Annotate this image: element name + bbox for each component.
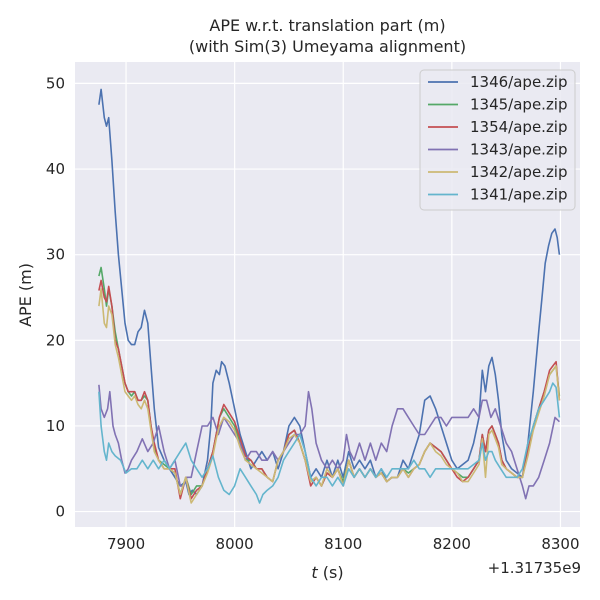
x-tick-label: 8200 xyxy=(433,535,471,553)
y-tick-label: 30 xyxy=(46,246,65,264)
y-tick-label: 20 xyxy=(46,331,65,349)
x-axis-label-symbol: t xyxy=(311,563,318,582)
series-line-5 xyxy=(98,288,561,504)
legend-label: 1354/ape.zip xyxy=(470,118,568,136)
axis-ticks: 7900 8000 8100 8200 8300 0 10 20 30 40 50 xyxy=(46,74,580,553)
y-tick-label: 50 xyxy=(46,74,65,92)
chart-title-line1: APE w.r.t. translation part (m) xyxy=(209,16,445,35)
legend-label: 1345/ape.zip xyxy=(470,96,568,114)
series-lines xyxy=(98,88,561,504)
y-tick-label: 0 xyxy=(55,503,65,521)
x-offset-label: +1.31735e9 xyxy=(488,559,581,577)
series-line-6 xyxy=(98,382,561,504)
chart-title-line2: (with Sim(3) Umeyama alignment) xyxy=(189,37,466,56)
y-axis-label: APE (m) xyxy=(16,263,35,327)
series-line-4 xyxy=(98,384,560,500)
legend-box xyxy=(419,69,576,211)
x-tick-label: 8300 xyxy=(541,535,579,553)
legend-label: 1341/ape.zip xyxy=(470,186,568,204)
legend-label: 1346/ape.zip xyxy=(470,73,568,91)
x-tick-label: 7900 xyxy=(107,535,145,553)
series-line-1 xyxy=(98,88,561,496)
y-tick-label: 10 xyxy=(46,417,65,435)
legend-label: 1343/ape.zip xyxy=(470,141,568,159)
x-axis-label-unit: (s) xyxy=(318,563,344,582)
y-tick-label: 40 xyxy=(46,160,65,178)
x-axis-label: t (s) xyxy=(311,563,343,582)
x-tick-label: 8000 xyxy=(216,535,254,553)
legend: 1346/ape.zip 1345/ape.zip 1354/ape.zip 1343… xyxy=(419,69,576,211)
legend-label: 1342/ape.zip xyxy=(470,163,568,181)
x-tick-label: 8100 xyxy=(324,535,362,553)
